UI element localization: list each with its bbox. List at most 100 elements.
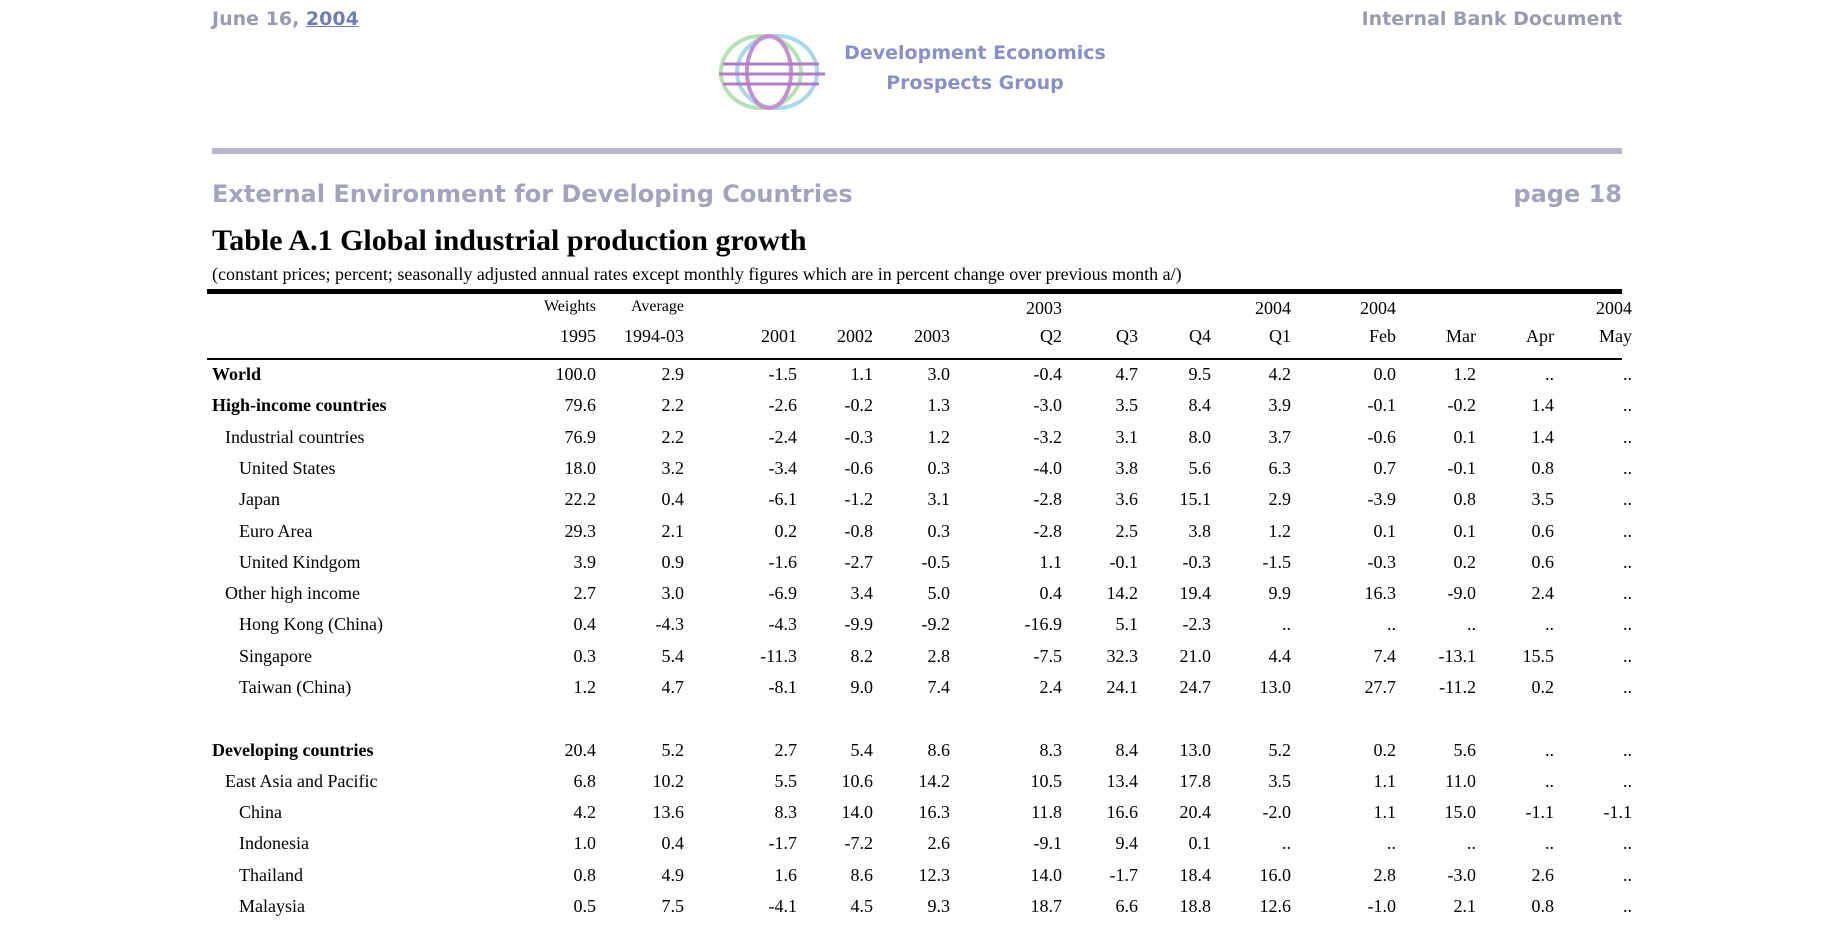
table-cell: -2.8 — [1033, 521, 1063, 541]
table-cell: 9.4 — [1115, 833, 1139, 853]
table-cell: 5.6 — [1188, 458, 1212, 478]
table-cell: 3.9 — [1268, 395, 1292, 415]
table-row: World 100.0 2.9 -1.5 1.1 3.0 -0.4 4.7 9.5 4.2 0.0 1… — [0, 364, 1822, 395]
table-cell: 1.4 — [1531, 395, 1555, 415]
table-cell: .. — [1623, 740, 1632, 760]
table-cell: .. — [1623, 865, 1632, 885]
column-header: 2001 — [761, 326, 797, 346]
row-label: Thailand — [239, 865, 303, 885]
table-cell: 0.1 — [1373, 521, 1397, 541]
table-cell: 8.2 — [850, 646, 874, 666]
table-cell: 0.2 — [774, 521, 798, 541]
row-label: High-income countries — [212, 395, 387, 415]
table-cell: 0.4 — [661, 489, 685, 509]
table-cell: 0.3 — [927, 458, 951, 478]
table-cell: -7.2 — [844, 833, 874, 853]
logo-globe-icon — [719, 34, 825, 110]
column-header: Q3 — [1116, 326, 1138, 346]
table-cell: 1.1 — [1039, 552, 1063, 572]
table-cell: 2.9 — [1268, 489, 1292, 509]
table-cell: -2.8 — [1033, 489, 1063, 509]
table-cell: 5.0 — [927, 583, 951, 603]
table-cell: 4.2 — [573, 802, 597, 822]
table-cell: -6.1 — [768, 489, 798, 509]
table-cell: 16.3 — [1364, 583, 1397, 603]
table-cell: -1.0 — [1367, 896, 1397, 916]
table-cell: 1.0 — [573, 833, 597, 853]
table-cell: 1.2 — [927, 427, 951, 447]
table-cell: 11.8 — [1031, 802, 1062, 822]
table-cell: -4.1 — [768, 896, 798, 916]
column-header: May — [1599, 326, 1632, 346]
table-cell: 1.1 — [1373, 802, 1397, 822]
row-label: East Asia and Pacific — [225, 771, 378, 791]
table-cell: -0.2 — [844, 395, 874, 415]
table-cell: 9.0 — [850, 677, 874, 697]
table-cell: -9.0 — [1447, 583, 1477, 603]
table-cell: 14.0 — [1030, 865, 1063, 885]
table-cell: .. — [1623, 552, 1632, 572]
table-cell: 0.4 — [661, 833, 685, 853]
table-cell: 13.0 — [1259, 677, 1292, 697]
table-cell: -1.5 — [1262, 552, 1292, 572]
table-cell: 16.0 — [1259, 865, 1292, 885]
table-cell: 4.4 — [1268, 646, 1292, 666]
table-cell: 24.7 — [1179, 677, 1212, 697]
table-cell: 2.6 — [927, 833, 951, 853]
row-label: Euro Area — [239, 521, 313, 541]
table-cell: 5.4 — [850, 740, 874, 760]
table-cell: 0.9 — [661, 552, 685, 572]
table-cell: 3.5 — [1531, 489, 1555, 509]
table-cell: -4.0 — [1033, 458, 1063, 478]
table-cell: 15.5 — [1522, 646, 1555, 666]
table-cell: 7.5 — [661, 896, 685, 916]
table-top-rule — [207, 289, 1622, 294]
table-cell: 27.7 — [1364, 677, 1397, 697]
page-number: page 18 — [1513, 180, 1622, 208]
column-header: Feb — [1369, 326, 1396, 346]
table-row: Industrial countries 76.9 2.2 -2.4 -0.3 1.2 -3… — [0, 427, 1822, 458]
row-label: United States — [239, 458, 336, 478]
table-cell: 0.7 — [1373, 458, 1397, 478]
table-cell: 2.4 — [1531, 583, 1555, 603]
table-row: Indonesia 1.0 0.4 -1.7 -7.2 2.6 -9.1 9.4 0.1....… — [0, 833, 1822, 864]
table-row: Euro Area 29.3 2.1 0.2 -0.8 0.3 -2.8 2.5 3.8 1.2 0… — [0, 521, 1822, 552]
table-cell: -1.1 — [1525, 802, 1555, 822]
table-cell: -0.6 — [844, 458, 874, 478]
table-cell: 3.1 — [927, 489, 951, 509]
header-date-year-link[interactable]: 2004 — [305, 8, 359, 30]
table-cell: 1.3 — [927, 395, 951, 415]
table-cell: 0.1 — [1188, 833, 1212, 853]
table-row: Malaysia 0.5 7.5 -4.1 4.5 9.3 18.7 6.6 18.8 12.6 -… — [0, 896, 1822, 927]
table-cell: 2.2 — [661, 395, 685, 415]
table-cell: 0.8 — [1531, 458, 1555, 478]
table-cell: 2.9 — [661, 364, 685, 384]
row-label: Other high income — [225, 583, 360, 603]
table-cell: 8.6 — [850, 865, 874, 885]
table-cell: 2.7 — [573, 583, 597, 603]
table-cell: 3.6 — [1115, 489, 1139, 509]
table-cell: 11.0 — [1445, 771, 1476, 791]
table-row: Taiwan (China) 1.2 4.7 -8.1 9.0 7.4 2.4 24.1 24.… — [0, 677, 1822, 708]
table-cell: 3.0 — [927, 364, 951, 384]
table-cell: 0.8 — [573, 865, 597, 885]
table-cell: -3.4 — [768, 458, 798, 478]
table-cell: 100.0 — [555, 364, 597, 384]
table-cell: 0.3 — [573, 646, 597, 666]
table-cell: .. — [1623, 458, 1632, 478]
table-cell: 0.6 — [1531, 552, 1555, 572]
column-header: 2002 — [837, 326, 873, 346]
table-cell: 0.1 — [1453, 427, 1477, 447]
table-cell: .. — [1623, 521, 1632, 541]
table-cell: 8.0 — [1188, 427, 1212, 447]
table-row: High-income countries 79.6 2.2 -2.6 -0.2 1.3 -… — [0, 395, 1822, 426]
table-cell: 4.7 — [1115, 364, 1139, 384]
column-header: Q1 — [1269, 326, 1291, 346]
table-row: Developing countries 20.4 5.2 2.7 5.4 8.6 8.3 8… — [0, 740, 1822, 771]
column-header-top: 2004 — [1360, 298, 1396, 318]
org-name-line1: Development Economics — [844, 42, 1106, 64]
row-label: Singapore — [239, 646, 312, 666]
column-header: 1994-03 — [624, 326, 684, 346]
table-cell: .. — [1545, 771, 1554, 791]
table-cell: .. — [1623, 646, 1632, 666]
